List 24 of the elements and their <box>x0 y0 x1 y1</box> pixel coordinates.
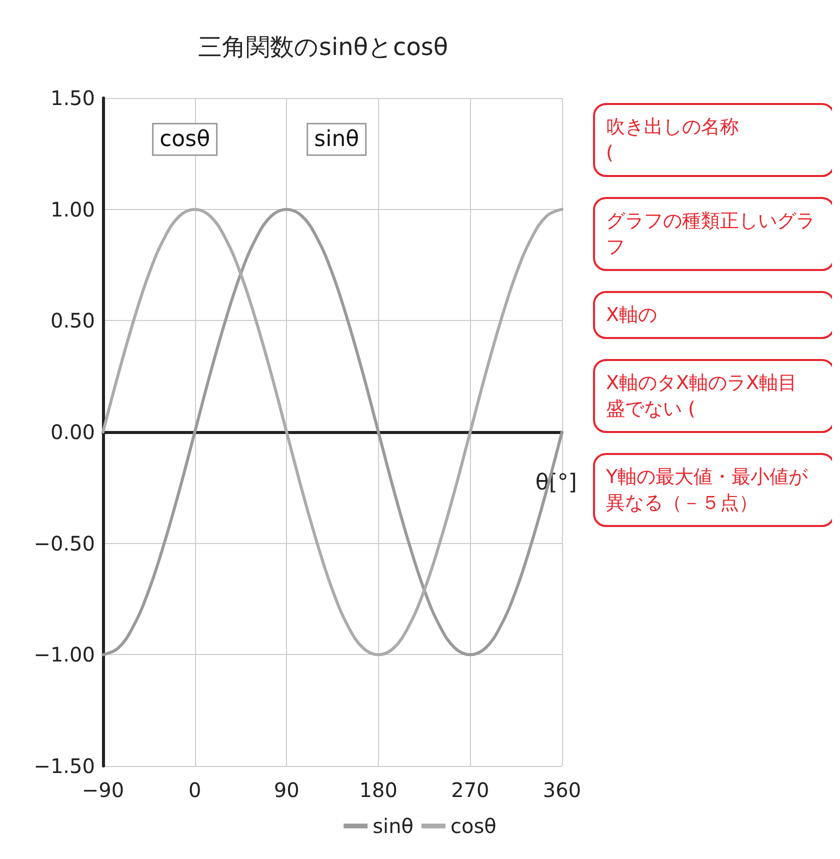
text: X軸のタX軸のラX軸目盛でない ( <box>606 372 798 420</box>
text: cosθ <box>160 126 210 152</box>
y-tick-label: −1.00 <box>34 642 95 667</box>
x-tick-label: 0 <box>188 778 202 802</box>
y-tick-label: 0.50 <box>50 308 95 333</box>
x-tick-label: 90 <box>274 778 300 802</box>
x-axis-title: θ[°] <box>535 470 577 496</box>
y-tick-label: 0.00 <box>50 420 95 444</box>
text: X軸の <box>606 304 658 326</box>
text: グラフの種類正しいグラフ <box>606 210 815 258</box>
y-tick-label: −1.50 <box>34 754 95 778</box>
x-tick-label: 180 <box>359 778 398 802</box>
x-tick-label: 270 <box>451 778 490 802</box>
y-tick-label: 1.50 <box>50 86 95 110</box>
y-tick-label: −0.50 <box>34 531 95 556</box>
chart-title: 三角関数のsinθとcosθ <box>198 33 448 61</box>
legend-label: sinθ <box>372 814 414 838</box>
x-tick-label: 360 <box>542 778 582 802</box>
legend-label: cosθ <box>450 814 496 838</box>
y-tick-label: 1.00 <box>50 197 95 222</box>
x-tick-label: −90 <box>82 778 124 802</box>
text: Y軸の最大値・最小値が異なる（－５点） <box>605 466 809 514</box>
text: 吹き出しの名称 ( <box>606 116 739 164</box>
text: sinθ <box>314 126 360 152</box>
